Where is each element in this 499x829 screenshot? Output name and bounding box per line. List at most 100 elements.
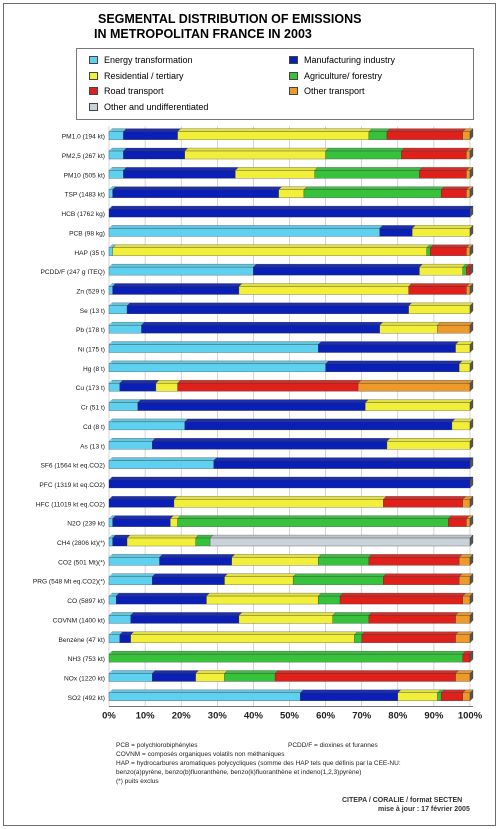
- bar-segment-road-23: [383, 576, 460, 585]
- bar-top-road-2: [419, 167, 470, 171]
- bar-segment-road-28: [274, 673, 456, 682]
- category-label-14: Cr (51 t): [81, 405, 105, 412]
- bar-segment-manufacturing-23: [152, 576, 225, 585]
- bar-segment-energy-9: [108, 305, 128, 314]
- bar-end-18: [469, 476, 474, 489]
- category-label-4: HCB (1762 kg): [61, 211, 105, 218]
- bar-segment-agriculture-24: [318, 595, 341, 605]
- bar-segment-residential-2: [235, 170, 315, 179]
- bar-end-27: [469, 650, 474, 663]
- bar-end-9: [469, 302, 474, 315]
- bar-end-28: [469, 670, 474, 682]
- category-label-2: PM10 (505 kt): [64, 172, 105, 179]
- bar-segment-energy-0: [108, 131, 124, 140]
- bar-segment-residential-28: [195, 673, 225, 682]
- category-label-0: PM1,0 (194 kt): [62, 134, 105, 141]
- bar-segment-manufacturing-12: [325, 363, 460, 373]
- x-tick-label-6: 60%: [316, 711, 336, 722]
- x-tick-label-5: 50%: [280, 711, 300, 722]
- bar-segment-agriculture-2: [314, 170, 420, 179]
- bar-segment-energy-20: [108, 518, 113, 527]
- bar-segment-manufacturing-16: [152, 441, 388, 450]
- bar-segment-manufacturing-10: [141, 325, 380, 334]
- bar-segment-energy-8: [108, 286, 113, 295]
- note-pcb: PCB = polychlorobiphényles: [116, 742, 198, 749]
- bar-top-agriculture-27: [108, 650, 467, 655]
- bar-top-energy-11: [108, 341, 322, 345]
- legend-label-energy: Energy transformation: [104, 55, 193, 65]
- bar-top-residential-3: [278, 186, 308, 190]
- bar-segment-energy-23: [108, 576, 153, 585]
- bar-end-23: [469, 573, 474, 586]
- bar-top-agriculture-0: [368, 128, 391, 132]
- category-label-17: SF6 (1564 kt eq.CO2): [40, 463, 105, 470]
- bar-segment-other_transport-3: [466, 189, 471, 198]
- bar-segment-manufacturing-20: [112, 518, 171, 527]
- category-label-13: Cu (173 t): [76, 385, 105, 392]
- bar-segment-agriculture-7: [462, 266, 467, 276]
- bar-top-agriculture-24: [318, 592, 344, 597]
- bar-segment-road-22: [368, 557, 460, 566]
- bar-end-21: [469, 534, 474, 547]
- bar-segment-manufacturing-3: [112, 189, 279, 198]
- bar-top-other_transport-13: [357, 380, 474, 384]
- bar-end-26: [469, 631, 474, 644]
- bar-top-road-24: [339, 592, 467, 597]
- bar-top-residential-19: [173, 496, 387, 500]
- bar-top-manufacturing-8: [112, 283, 243, 287]
- category-label-9: Se (13 t): [80, 308, 105, 315]
- bar-top-road-3: [440, 186, 470, 190]
- bar-segment-residential-13: [155, 383, 178, 392]
- bar-top-manufacturing-7: [253, 263, 423, 268]
- note-pcddf: PCDD/F = dioxines et furannes: [288, 742, 378, 749]
- category-label-11: Ni (175 t): [78, 347, 105, 354]
- bar-segment-other_transport-8: [466, 286, 471, 295]
- bar-segment-manufacturing-21: [112, 537, 128, 547]
- note-sinks: (*) puits exclus: [116, 778, 159, 785]
- bar-segment-agriculture-25: [332, 615, 370, 624]
- category-label-6: HAP (35 t): [74, 250, 105, 257]
- bar-segment-agriculture-21: [195, 537, 211, 547]
- bar-segment-energy-11: [108, 344, 319, 353]
- category-label-21: CH4 (2806 kt)(*): [57, 540, 105, 547]
- bar-top-residential-7: [419, 263, 467, 268]
- bar-top-road-8: [408, 283, 470, 287]
- bar-segment-manufacturing-29: [300, 692, 398, 701]
- bar-top-manufacturing-13: [119, 380, 160, 384]
- bar-top-manufacturing-28: [151, 670, 200, 674]
- bar-segment-manufacturing-7: [253, 266, 420, 276]
- bar-segment-residential-0: [177, 131, 370, 140]
- x-tick-label-7: 70%: [352, 711, 372, 722]
- legend-swatch-residential: [89, 71, 98, 80]
- bar-top-energy-12: [108, 360, 329, 365]
- legend: Energy transformation Manufacturing indus…: [76, 48, 474, 120]
- bar-segment-manufacturing-9: [126, 305, 409, 314]
- category-label-22: CO2 (501 Mt)(*): [58, 559, 105, 566]
- bar-end-10: [469, 321, 474, 334]
- bar-segment-agriculture-29: [437, 692, 442, 701]
- bar-segment-residential-20: [170, 518, 178, 527]
- bar-end-14: [469, 399, 474, 411]
- category-label-8: Zn (529 t): [76, 288, 105, 295]
- bar-segment-residential-29: [397, 692, 438, 701]
- bar-top-residential-23: [224, 573, 297, 577]
- bar-top-residential-21: [126, 534, 200, 539]
- bar-segment-residential-6: [112, 247, 427, 256]
- bar-top-manufacturing-17: [213, 457, 474, 461]
- bar-segment-road-27: [462, 653, 471, 663]
- bar-segment-agriculture-23: [292, 576, 384, 585]
- bar-top-residential-25: [238, 612, 337, 616]
- x-tick-label-10: 100%: [458, 711, 483, 722]
- bar-top-road-23: [382, 573, 463, 577]
- bar-top-manufacturing-15: [184, 418, 456, 423]
- bar-segment-energy-12: [108, 363, 326, 373]
- bar-top-manufacturing-16: [151, 438, 391, 442]
- bar-segment-agriculture-6: [426, 247, 431, 256]
- bar-top-residential-6: [112, 244, 431, 248]
- category-label-25: COVNM (1400 kt): [53, 617, 105, 624]
- bar-top-residential-5: [411, 225, 474, 229]
- x-tick-label-0: 0%: [102, 711, 116, 722]
- bar-segment-road-29: [440, 692, 463, 701]
- bar-end-20: [469, 515, 474, 528]
- bar-top-manufacturing-10: [141, 322, 384, 326]
